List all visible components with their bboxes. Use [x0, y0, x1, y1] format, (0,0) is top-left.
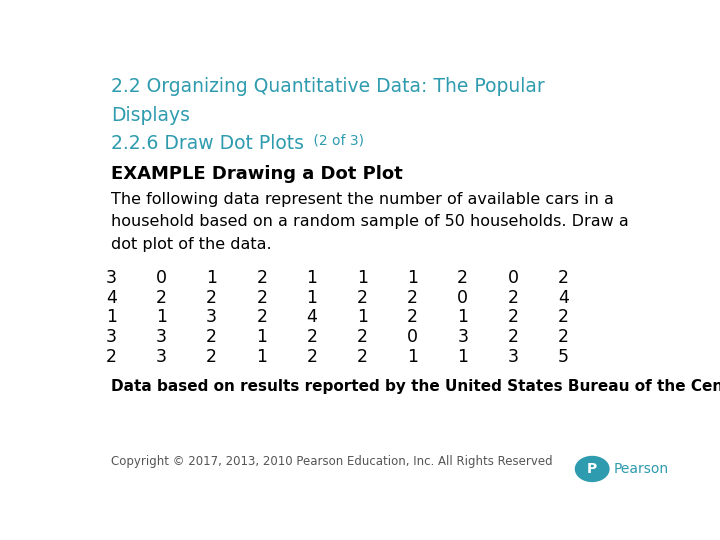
Text: 3: 3 — [206, 308, 217, 327]
Text: 3: 3 — [156, 348, 167, 366]
Text: 1: 1 — [457, 348, 468, 366]
Text: Data based on results reported by the United States Bureau of the Census.: Data based on results reported by the Un… — [111, 379, 720, 394]
Text: 2: 2 — [558, 268, 569, 287]
Text: 1: 1 — [256, 328, 267, 347]
Text: (2 of 3): (2 of 3) — [310, 134, 364, 148]
Text: 1: 1 — [407, 268, 418, 287]
Text: 2: 2 — [256, 268, 267, 287]
Text: dot plot of the data.: dot plot of the data. — [111, 238, 272, 252]
Text: The following data represent the number of available cars in a: The following data represent the number … — [111, 192, 614, 207]
Text: 4: 4 — [307, 308, 318, 327]
Text: 2: 2 — [457, 268, 468, 287]
Text: 1: 1 — [307, 288, 318, 307]
Text: 1: 1 — [206, 268, 217, 287]
Text: 2: 2 — [508, 288, 518, 307]
Text: 2.2 Organizing Quantitative Data: The Popular: 2.2 Organizing Quantitative Data: The Po… — [111, 77, 545, 96]
Text: EXAMPLE Drawing a Dot Plot: EXAMPLE Drawing a Dot Plot — [111, 165, 403, 183]
Text: 2: 2 — [206, 348, 217, 366]
Text: household based on a random sample of 50 households. Draw a: household based on a random sample of 50… — [111, 214, 629, 230]
Text: 2: 2 — [206, 288, 217, 307]
Text: 1: 1 — [156, 308, 167, 327]
Text: 2: 2 — [106, 348, 117, 366]
Text: 2: 2 — [407, 308, 418, 327]
Text: P: P — [587, 462, 598, 476]
Text: 2: 2 — [256, 308, 267, 327]
Text: 2: 2 — [357, 348, 368, 366]
Text: 1: 1 — [407, 348, 418, 366]
Text: 1: 1 — [357, 268, 368, 287]
Text: 5: 5 — [558, 348, 569, 366]
Text: Displays: Displays — [111, 105, 190, 125]
Text: 0: 0 — [156, 268, 167, 287]
Text: 2: 2 — [307, 328, 318, 347]
Text: 2: 2 — [357, 328, 368, 347]
Text: 2: 2 — [256, 288, 267, 307]
Text: 3: 3 — [508, 348, 518, 366]
Text: 2.2.6 Draw Dot Plots: 2.2.6 Draw Dot Plots — [111, 134, 305, 153]
Text: 0: 0 — [508, 268, 518, 287]
Text: 2: 2 — [206, 328, 217, 347]
Text: 2: 2 — [508, 308, 518, 327]
Text: 3: 3 — [106, 268, 117, 287]
Text: Pearson: Pearson — [613, 462, 669, 476]
Text: 1: 1 — [357, 308, 368, 327]
Text: 4: 4 — [106, 288, 117, 307]
Circle shape — [575, 456, 609, 482]
Text: 1: 1 — [256, 348, 267, 366]
Text: 2: 2 — [156, 288, 167, 307]
Text: 1: 1 — [307, 268, 318, 287]
Text: 3: 3 — [106, 328, 117, 347]
Text: 2: 2 — [508, 328, 518, 347]
Text: 0: 0 — [407, 328, 418, 347]
Text: 2: 2 — [357, 288, 368, 307]
Text: 3: 3 — [457, 328, 468, 347]
Text: 1: 1 — [457, 308, 468, 327]
Text: 2: 2 — [407, 288, 418, 307]
Text: 0: 0 — [457, 288, 468, 307]
Text: 4: 4 — [558, 288, 569, 307]
Text: 2: 2 — [307, 348, 318, 366]
Text: 2: 2 — [558, 308, 569, 327]
Text: Copyright © 2017, 2013, 2010 Pearson Education, Inc. All Rights Reserved: Copyright © 2017, 2013, 2010 Pearson Edu… — [111, 455, 553, 468]
Text: 2: 2 — [558, 328, 569, 347]
Text: 3: 3 — [156, 328, 167, 347]
Text: 1: 1 — [106, 308, 117, 327]
